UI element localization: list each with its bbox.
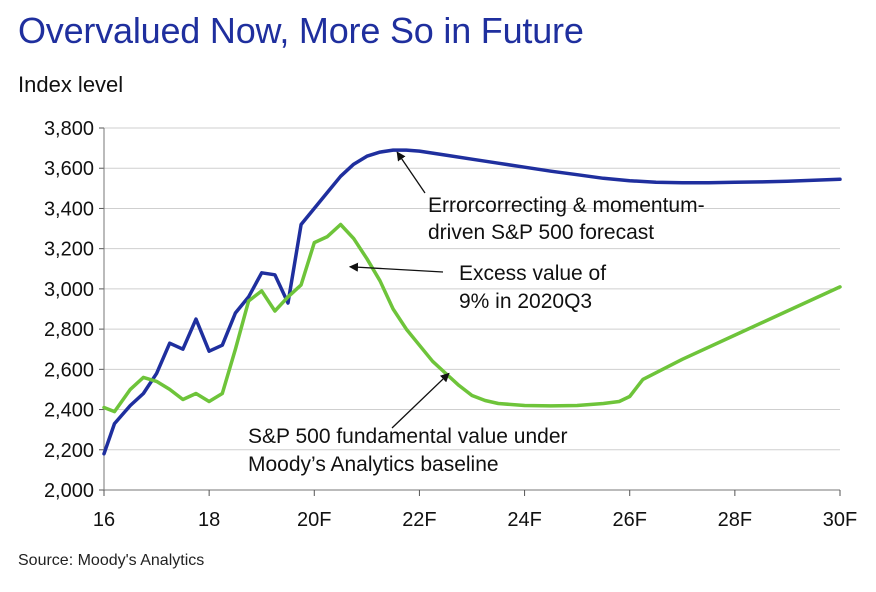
y-tick-label: 3,200 [44,239,94,261]
annotation-text: Excess value of [459,262,606,285]
y-tick-label: 2,600 [44,359,94,381]
y-tick-label: 3,400 [44,198,94,220]
series-lines [102,148,842,456]
y-tick-label: 3,800 [44,118,94,140]
annotation-text: S&P 500 fundamental value under [248,425,568,448]
x-tick-label: 26F [612,509,646,531]
annotation-arrow [348,262,444,273]
annotation-arrow [391,372,450,429]
annotation-arrow [396,151,426,194]
source-note: Source: Moody's Analytics [18,552,205,569]
y-tick-label: 3,600 [44,158,94,180]
y-tick-label: 3,000 [44,279,94,301]
y-tick-label: 2,400 [44,400,94,422]
annotation-text: 9% in 2020Q3 [459,290,592,313]
x-tick-label: 20F [297,509,331,531]
chart-title: Overvalued Now, More So in Future [18,10,584,51]
series-line-forecast [102,148,842,456]
x-tick-label: 24F [507,509,541,531]
axes: 2,000 2,200 2,400 2,600 2,800 3,000 3,200 3,400… [44,118,857,531]
y-axis-label: Index level [18,72,124,97]
x-tick-label: 18 [198,509,220,531]
annotation-text: Errorcorrecting & momentum- [428,194,705,217]
y-tick-label: 2,000 [44,480,94,502]
x-tick-label: 30F [823,509,857,531]
x-tick-label: 28F [718,509,752,531]
y-tick-label: 2,200 [44,440,94,462]
gridlines [104,127,840,491]
x-tick-label: 16 [93,509,115,531]
annotations: Errorcorrecting & momentum-driven S&P 50… [248,151,705,476]
series-line-fundamental [102,222,842,414]
y-tick-label: 2,800 [44,319,94,341]
annotation-text: Moody’s Analytics baseline [248,453,499,476]
x-tick-label: 22F [402,509,436,531]
annotation-text: driven S&P 500 forecast [428,221,654,244]
